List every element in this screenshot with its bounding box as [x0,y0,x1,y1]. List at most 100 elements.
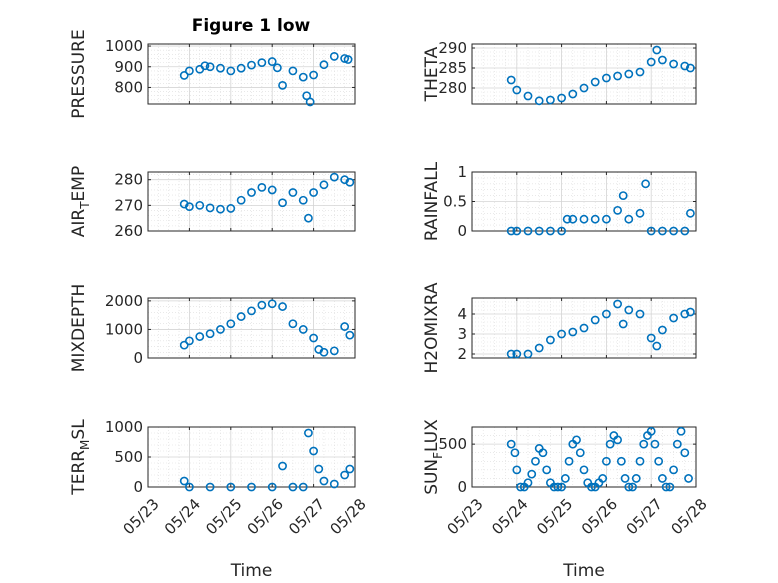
data-point [226,66,236,76]
y-tick-label: 1000 [105,37,143,55]
data-point [669,465,678,475]
data-point [329,52,339,61]
panel-h2omixra: 2 3 4 H2OMIXRA [422,282,697,374]
series-air_temp [179,172,355,223]
data-point [309,188,318,197]
y-tick-label: 500 [114,448,143,466]
x-tick-label: 05/25 [202,495,245,538]
data-point [546,226,555,236]
data-point [680,309,690,319]
x-axis-label: Time [562,561,605,581]
data-point [658,55,667,65]
y-tick-label: 2000 [105,292,143,310]
series-rainfall [506,179,695,236]
x-tick-label: 05/27 [285,495,328,538]
data-point [343,55,353,64]
data-point [506,226,516,236]
data-point [236,63,246,73]
data-point [665,482,675,492]
data-point [534,96,544,106]
x-tick-label: 05/26 [244,495,287,538]
y-tick-label: 285 [438,59,467,77]
axes-box-theta [471,43,697,105]
series-theta [506,45,695,106]
data-point [267,299,277,309]
data-point [624,305,634,315]
x-tick-label: 05/26 [578,495,621,538]
data-point [654,456,664,466]
data-point [298,482,308,492]
data-point [267,185,277,195]
y-axis-label-theta: THETA [422,46,442,102]
y-tick-label: 270 [114,196,143,214]
data-point [579,465,589,475]
axes-box-sun_flux [471,426,697,488]
y-tick-label: 0 [133,349,143,367]
y-axis-label-pressure: PRESSURE [69,29,89,118]
panel-mixdepth: 0 1000 2000 MIXDEPTH [69,284,356,373]
y-tick-label: 1 [457,163,467,181]
data-point [216,325,225,334]
data-point [686,63,695,73]
axes-box-h2omixra [471,297,697,359]
x-tick-label: 05/27 [623,495,666,538]
data-point [531,456,540,466]
data-point [546,95,555,105]
figure-title: Figure 1 low [192,16,311,36]
data-point [557,482,566,492]
y-tick-label: 0 [457,222,467,240]
series-h2omixra [506,299,695,359]
y-tick-label: 4 [457,305,467,323]
data-point [257,182,267,192]
data-point [184,66,194,76]
data-point [216,204,225,214]
data-point [590,77,600,87]
data-point [205,482,215,492]
data-point [184,336,194,346]
data-point [624,482,634,492]
grid-h2omixra [471,297,697,359]
data-point [652,45,662,55]
data-point [635,67,645,77]
data-point [613,205,622,215]
series-terr_msl [179,428,355,492]
data-point [247,188,256,197]
data-point [527,469,537,479]
axes-box-air_temp [147,171,356,232]
data-point [602,309,611,319]
data-point [669,313,678,323]
x-tick-label: 05/24 [161,495,204,538]
data-point [319,180,329,190]
data-point [572,435,581,445]
data-point [510,448,520,458]
data-point [226,204,236,213]
data-point [590,214,600,224]
data-point [686,208,695,218]
data-point [658,474,667,483]
data-point [546,335,555,345]
data-point [680,448,690,458]
data-point [669,226,678,236]
data-point [200,61,210,71]
data-point [553,482,563,492]
data-point [184,202,194,212]
y-axis-label-mixdepth: MIXDEPTH [69,284,89,373]
data-point [298,72,308,82]
data-point [538,448,548,458]
y-tick-label: 500 [438,435,467,453]
x-tick-label: 05/24 [488,495,531,538]
y-tick-label: 800 [114,78,143,96]
data-point [329,172,339,182]
data-point [598,474,608,483]
data-point [602,456,611,466]
data-point [628,482,637,492]
grid-theta [471,43,697,105]
data-point [534,343,544,353]
data-point [288,188,298,197]
data-point [329,346,339,356]
data-point [613,71,622,81]
data-point [635,208,645,218]
data-point [205,62,215,72]
